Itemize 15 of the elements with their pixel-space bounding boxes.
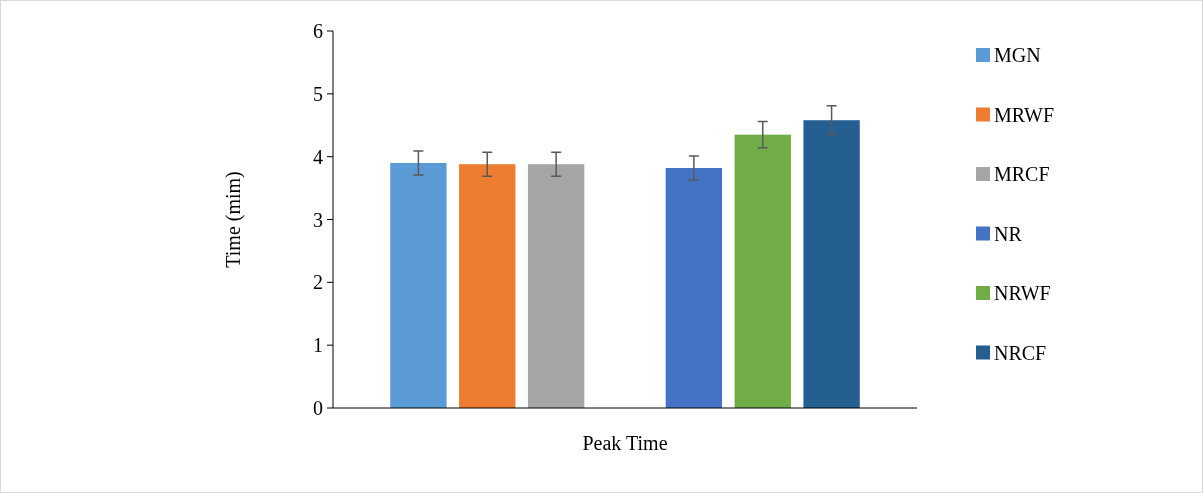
y-tick-label: 2 [313,271,323,294]
y-tick-label: 5 [313,82,323,105]
legend-label: NR [994,222,1023,245]
y-tick-label: 6 [313,20,323,42]
legend-label: NRCF [994,341,1047,364]
y-tick-label: 3 [313,208,323,231]
y-tick-label: 1 [313,334,323,357]
x-tick-label: Peak Time [582,432,668,454]
legend-label: MRCF [994,163,1050,185]
y-tick-label: 4 [313,145,323,168]
y-axis-title: Time (mim) [222,171,245,268]
y-tick-label: 0 [313,397,323,419]
legend-label: MGN [994,44,1041,66]
legend-label: MRWF [994,103,1055,126]
legend-label: NRWF [994,282,1051,304]
